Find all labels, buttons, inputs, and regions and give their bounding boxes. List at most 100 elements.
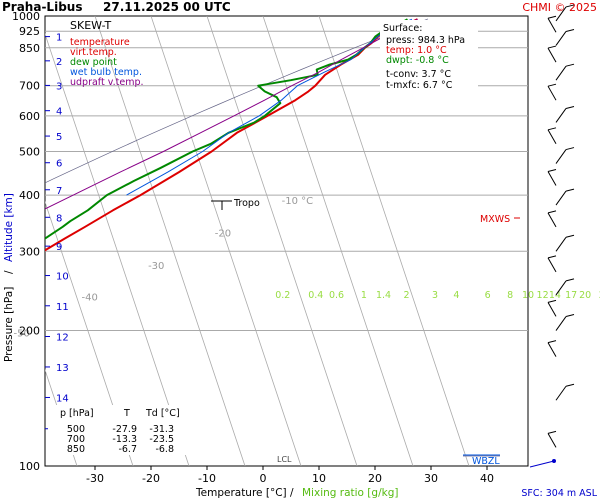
y-axis-title-pressure: Pressure [hPa]	[3, 287, 15, 362]
isotherm-label: -50	[13, 329, 29, 340]
wind-barb-flag	[565, 314, 575, 318]
mixing-ratio-label: 1.4	[376, 290, 391, 301]
wind-barb-flag	[547, 15, 557, 19]
wind-barb	[547, 433, 557, 448]
wind-barb-flag	[565, 147, 575, 151]
wind-barb	[555, 385, 567, 401]
wind-barb	[555, 108, 567, 123]
table-cell: 500	[67, 424, 85, 435]
wind-barb	[547, 342, 557, 357]
temperature-tick-label: -20	[142, 472, 160, 485]
altitude-tick-label: 9	[56, 242, 62, 253]
temperature-tick-label: 30	[424, 472, 438, 485]
copyright: CHMI © 2025	[522, 1, 597, 14]
altitude-tick-label: 12	[56, 332, 69, 343]
temperature-tick-label: 40	[480, 472, 494, 485]
altitude-tick-label: 8	[56, 213, 62, 224]
altitude-tick-label: 5	[56, 132, 62, 143]
pressure-tick-labels: 100 200 300 400 500 600 700 850 925 1000	[12, 10, 40, 473]
legend-dewpoint: dew point	[70, 57, 117, 68]
mixing-ratio-label: 8	[507, 290, 513, 301]
table-cell: 850	[67, 444, 85, 455]
isotherm-labels: -80 °C-70-60-50-40-30-20-10 °C	[13, 196, 313, 340]
chart-datetime: 27.11.2025 00 UTC	[103, 0, 231, 14]
legend-temperature: temperature	[70, 37, 130, 48]
wind-barb-flag	[565, 4, 575, 8]
wind-barb	[555, 237, 567, 252]
altitude-tick-label: 14	[56, 393, 69, 404]
tropopause-marker: Tropo	[211, 198, 260, 210]
pressure-tick-label: 600	[19, 110, 40, 123]
series-dew-point	[45, 18, 408, 240]
wind-barbs	[529, 4, 575, 468]
altitude-tick-label: 7	[56, 186, 62, 197]
isotherm-lines	[45, 16, 470, 466]
surface-tconv: t-conv: 3.7 °C	[386, 69, 451, 80]
isotherm-label: -30	[148, 261, 164, 272]
wind-barb-flag	[547, 127, 557, 131]
wind-barb-flag	[565, 105, 575, 109]
dry-adiabat-line	[45, 18, 429, 184]
surface-elevation: SFC: 304 m ASL	[521, 488, 597, 499]
mixing-ratio-label: 20	[579, 290, 591, 301]
altitude-tick-label: 4	[56, 107, 62, 118]
wind-barb	[547, 47, 557, 63]
mxws-label: MXWS	[480, 214, 510, 225]
station-name: Praha-Libus	[2, 0, 82, 14]
temperature-tick-label: 0	[260, 472, 267, 485]
altitude-tick-label: 2	[56, 57, 62, 68]
mixing-ratio-label: 2	[403, 290, 409, 301]
mixing-ratio-label: 4	[453, 290, 459, 301]
wind-barb-flag	[547, 169, 557, 173]
wind-barb	[547, 171, 557, 186]
lcl-label: LCL	[277, 455, 292, 464]
isotherm-label: -40	[81, 293, 97, 304]
wind-barb-flag	[565, 188, 575, 192]
wind-barb-flag	[547, 45, 557, 49]
wbzl-marker: WBZL	[463, 454, 500, 467]
mixing-ratio-label: 10	[522, 290, 534, 301]
x-axis-title-temperature: Temperature [°C]	[195, 487, 287, 499]
level-table-background	[48, 405, 188, 455]
wind-barb	[555, 190, 567, 206]
tropopause-label: Tropo	[233, 198, 260, 209]
table-cell: -6.7	[118, 444, 137, 455]
wind-barb-flag	[547, 210, 557, 214]
wind-barb-flag	[547, 340, 557, 344]
dry-adiabat-lines	[45, 18, 429, 184]
wbzl-label: WBZL	[472, 456, 500, 467]
level-table: p [hPa] T Td [°C] 500 -27.9 -31.3 700 -1…	[48, 405, 188, 455]
temperature-tick-labels: -30 -20 -10 0 10 20 30 40	[86, 466, 494, 485]
isotherm-line	[206, 16, 358, 466]
isotherm-line	[262, 16, 414, 466]
pressure-tick-label: 850	[19, 42, 40, 55]
legend-updraft: udpraft v.temp.	[70, 77, 144, 88]
isotherm-line	[45, 32, 190, 466]
wind-barb-flag	[565, 383, 575, 387]
surface-info-background	[380, 20, 478, 94]
wind-barb-flag	[547, 430, 557, 434]
surface-temp: temp: 1.0 °C	[386, 45, 447, 56]
table-cell: -27.9	[112, 424, 137, 435]
wind-barb	[547, 212, 557, 228]
wind-barb-flag	[565, 63, 575, 67]
isotherm-line	[45, 368, 78, 466]
mixing-ratio-label: 0.2	[275, 290, 290, 301]
pressure-tick-label: 1000	[12, 10, 40, 23]
mixing-ratio-label: 17	[565, 290, 577, 301]
wind-barb-flag	[547, 299, 557, 303]
wind-barb	[547, 302, 557, 317]
temperature-tick-label: 10	[312, 472, 326, 485]
y-axis-title-separator: /	[3, 270, 15, 274]
pressure-tick-label: 700	[19, 80, 40, 93]
altitude-tick-label: 6	[56, 159, 62, 170]
wind-barb-flag	[565, 278, 575, 282]
mixing-ratio-label: 25	[599, 290, 600, 301]
wind-barb-flag	[565, 234, 575, 238]
altitude-tick-label: 11	[56, 302, 69, 313]
legend: SKEW-T temperature virt.temp. dew point …	[70, 19, 144, 88]
mixing-ratio-label: 6	[485, 290, 491, 301]
wind-barb	[555, 280, 567, 296]
